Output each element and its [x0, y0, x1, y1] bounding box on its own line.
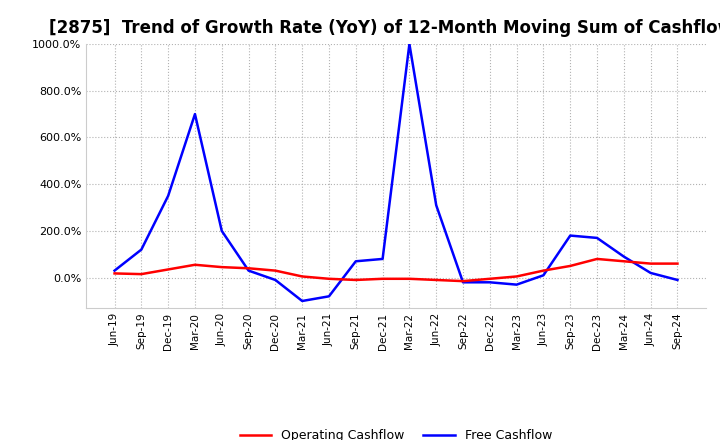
Free Cashflow	[351, 259, 360, 264]
Free Cashflow	[191, 111, 199, 117]
Operating Cashflow	[217, 264, 226, 270]
Free Cashflow	[432, 202, 441, 208]
Operating Cashflow	[673, 261, 682, 266]
Free Cashflow	[673, 277, 682, 282]
Operating Cashflow	[593, 256, 601, 261]
Line: Free Cashflow: Free Cashflow	[114, 44, 678, 301]
Free Cashflow	[164, 193, 173, 198]
Operating Cashflow	[298, 274, 307, 279]
Free Cashflow	[513, 282, 521, 287]
Free Cashflow	[325, 293, 333, 299]
Operating Cashflow	[191, 262, 199, 268]
Free Cashflow	[459, 280, 467, 285]
Free Cashflow	[647, 270, 655, 275]
Operating Cashflow	[459, 279, 467, 284]
Free Cashflow	[485, 280, 494, 285]
Free Cashflow	[566, 233, 575, 238]
Operating Cashflow	[405, 276, 414, 282]
Free Cashflow	[619, 254, 628, 259]
Line: Operating Cashflow: Operating Cashflow	[114, 259, 678, 281]
Title: [2875]  Trend of Growth Rate (YoY) of 12-Month Moving Sum of Cashflows: [2875] Trend of Growth Rate (YoY) of 12-…	[49, 19, 720, 37]
Free Cashflow	[298, 298, 307, 304]
Operating Cashflow	[566, 263, 575, 268]
Operating Cashflow	[110, 271, 119, 276]
Operating Cashflow	[485, 276, 494, 282]
Operating Cashflow	[432, 277, 441, 282]
Operating Cashflow	[619, 259, 628, 264]
Operating Cashflow	[271, 268, 279, 273]
Free Cashflow	[593, 235, 601, 241]
Operating Cashflow	[244, 266, 253, 271]
Operating Cashflow	[378, 276, 387, 282]
Free Cashflow	[110, 268, 119, 273]
Free Cashflow	[137, 247, 145, 252]
Free Cashflow	[271, 277, 279, 282]
Operating Cashflow	[325, 276, 333, 282]
Operating Cashflow	[513, 274, 521, 279]
Free Cashflow	[378, 256, 387, 261]
Operating Cashflow	[539, 268, 548, 273]
Free Cashflow	[405, 41, 414, 47]
Free Cashflow	[539, 273, 548, 278]
Free Cashflow	[244, 268, 253, 273]
Legend: Operating Cashflow, Free Cashflow: Operating Cashflow, Free Cashflow	[235, 424, 557, 440]
Operating Cashflow	[351, 277, 360, 282]
Operating Cashflow	[137, 271, 145, 277]
Operating Cashflow	[647, 261, 655, 266]
Operating Cashflow	[164, 267, 173, 272]
Free Cashflow	[217, 228, 226, 234]
